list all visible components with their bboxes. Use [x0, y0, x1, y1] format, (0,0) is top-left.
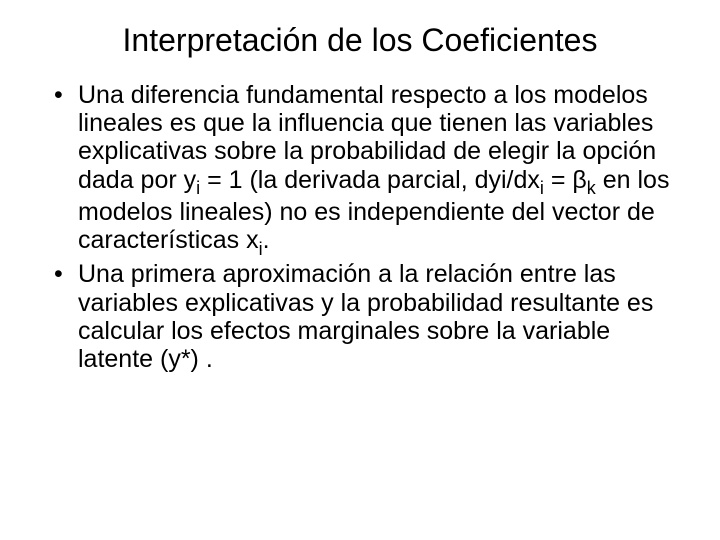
list-item: Una primera aproximación a la relación e… [48, 260, 682, 373]
slide: Interpretación de los Coeficientes Una d… [0, 0, 720, 540]
slide-title: Interpretación de los Coeficientes [38, 22, 682, 59]
bullet-list: Una diferencia fundamental respecto a lo… [48, 81, 682, 374]
list-item: Una diferencia fundamental respecto a lo… [48, 81, 682, 259]
